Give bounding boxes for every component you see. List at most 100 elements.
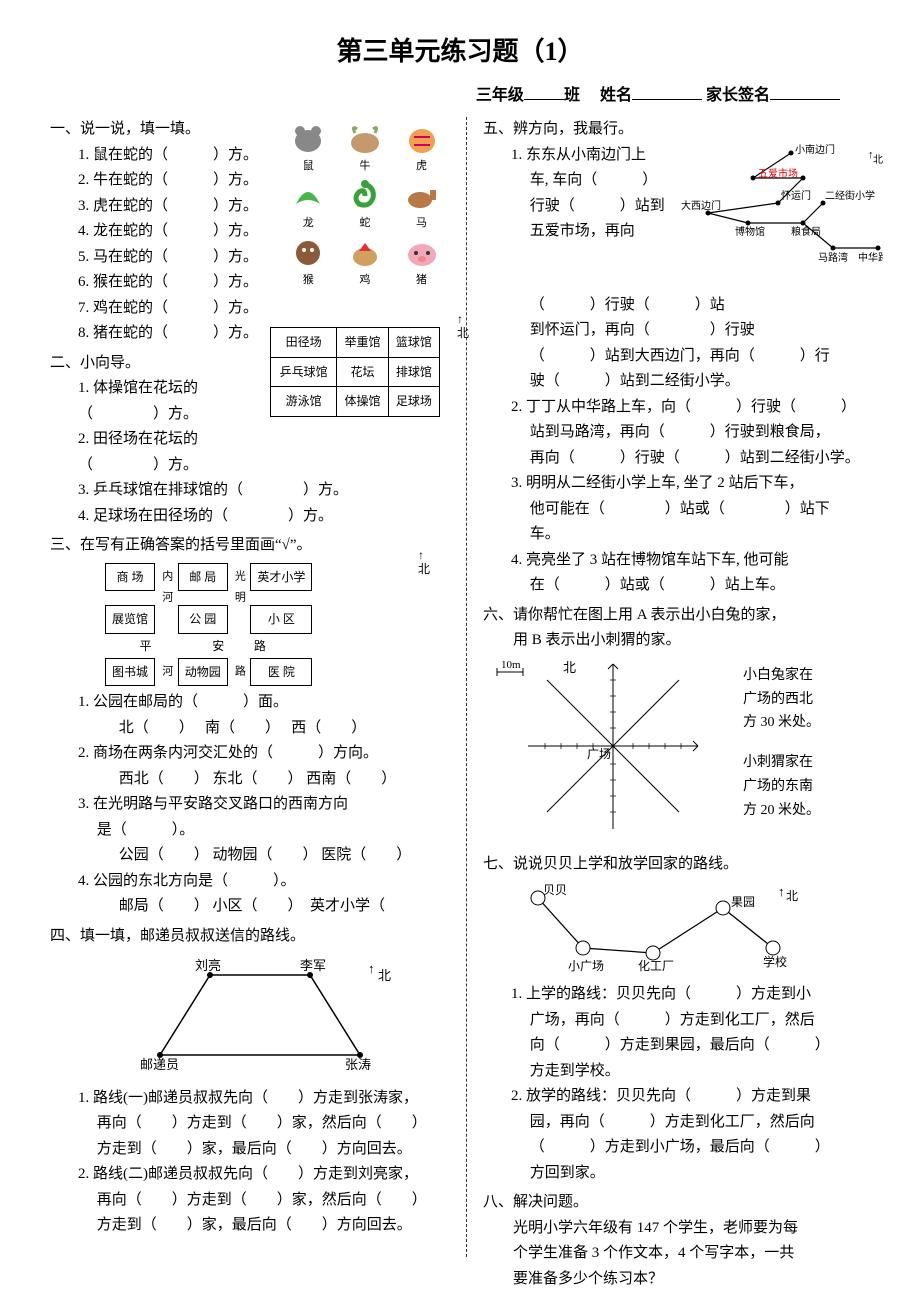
q8-item: 个学生准备 3 个作文本，4 个写字本，一共 <box>483 1241 883 1267</box>
svg-text:化工厂: 化工厂 <box>638 959 674 973</box>
svg-text:刘亮: 刘亮 <box>195 958 221 973</box>
q5-item: 行驶（ ）站到 <box>483 194 678 220</box>
q7-item: 园，再向（ ）方走到化工厂，然后向 <box>483 1110 883 1136</box>
q5-item: 车, 车向（ ） <box>483 168 678 194</box>
svg-text:北: 北 <box>563 660 576 675</box>
name-label: 姓名 <box>600 87 632 104</box>
q2-item: 3. 乒乓球馆在排球馆的（ ）方。 <box>50 478 450 504</box>
svg-text:北: 北 <box>786 889 798 903</box>
q7-item: 向（ ）方走到果园，最后向（ ） <box>483 1033 883 1059</box>
q7-item: 方走到学校。 <box>483 1059 883 1085</box>
svg-text:李军: 李军 <box>300 958 326 973</box>
svg-text:小南边门: 小南边门 <box>795 143 835 156</box>
q2-grid: ↑北 田径场举重馆篮球馆 乒乓球馆花坛排球馆 游泳馆体操馆足球场 <box>270 327 455 416</box>
q8: 八、解决问题。 光明小学六年级有 147 个学生，老师要为每 个学生准备 3 个… <box>483 1190 883 1292</box>
q5-item: 站到马路湾，再向（ ）行驶到粮食局， <box>483 420 883 446</box>
q3-head: 三、在写有正确答案的括号里面画“√”。 <box>50 533 450 559</box>
q7-item: 方回到家。 <box>483 1161 883 1187</box>
q5-item: 在（ ）站或（ ）站上车。 <box>483 573 883 599</box>
q3-item: 西北（ ） 东北（ ） 西南（ ） <box>50 767 450 793</box>
q6: 六、请你帮忙在图上用 A 表示出小白兔的家， 用 B 表示出小刺猬的家。 10m… <box>483 603 883 849</box>
svg-text:北: 北 <box>873 154 883 166</box>
svg-text:果园: 果园 <box>731 895 755 909</box>
q4-item: 方走到（ ）家，最后向（ ）方向回去。 <box>50 1213 450 1239</box>
svg-text:中华路: 中华路 <box>858 251 883 264</box>
q5-item: （ ）站到大西边门，再向（ ）行 <box>483 344 883 370</box>
q6-head2: 用 B 表示出小刺猬的家。 <box>483 628 883 654</box>
q5-item: （ ）行驶（ ）站 <box>483 293 883 319</box>
left-column: 一、说一说，填一填。 1. 鼠在蛇的（ ）方。 2. 牛在蛇的（ ）方。 3. … <box>50 117 450 1296</box>
q2-item: 2. 田径场在花坛的 <box>50 427 450 453</box>
class-suffix: 班 <box>564 87 580 104</box>
q7-item: 广场，再向（ ）方走到化工厂，然后 <box>483 1008 883 1034</box>
svg-text:广场: 广场 <box>587 747 611 761</box>
q4-item: 方走到（ ）家，最后向（ ）方向回去。 <box>50 1137 450 1163</box>
q2-item: 4. 足球场在田径场的（ ）方。 <box>50 504 450 530</box>
svg-text:粮食局: 粮食局 <box>791 225 821 238</box>
q4-head: 四、填一填，邮递员叔叔送信的路线。 <box>50 924 450 950</box>
q3-grid: ↑北 商 场内 邮 局光 英才小学 河明 展览馆 公 园 小 区 平安路 <box>105 563 450 687</box>
q6-head: 六、请你帮忙在图上用 A 表示出小白兔的家， <box>483 603 883 629</box>
svg-text:10m: 10m <box>501 659 521 671</box>
svg-text:张涛: 张涛 <box>345 1057 371 1070</box>
q5-item: 到怀运门，再向（ ）行驶 <box>483 318 883 344</box>
q3-item: 2. 商场在两条内河交汇处的（ ）方向。 <box>50 741 450 767</box>
q1: 一、说一说，填一填。 1. 鼠在蛇的（ ）方。 2. 牛在蛇的（ ）方。 3. … <box>50 117 450 347</box>
q3-item: 公园（ ） 动物园（ ） 医院（ ） <box>50 843 450 869</box>
svg-text:北: 北 <box>378 968 391 983</box>
right-column: 五、辨方向，我最行。 1. 东东从小南边门上 车, 车向（ ） 行驶（ ）站到 … <box>483 117 883 1296</box>
zodiac-grid-image: 鼠 牛 虎 龙 蛇 马 猴 鸡 猪 <box>280 119 450 289</box>
q2-item: （ ）方。 <box>50 453 450 479</box>
svg-text:学校: 学校 <box>763 954 787 969</box>
q4-item: 1. 路线(一)邮递员叔叔先向（ ）方走到张涛家， <box>50 1086 450 1112</box>
svg-text:二经街小学: 二经街小学 <box>825 189 875 202</box>
q7-diagram: 贝贝 小广场 化工厂 果园 学校 ↑北 <box>513 878 833 973</box>
q3-item: 是（ ）。 <box>50 818 450 844</box>
q4-item: 再向（ ）方走到（ ）家，然后向（ ） <box>50 1111 450 1137</box>
q5-map-diagram: 小南边门 五爱市场 怀运门 二经街小学 大西边门 博物馆 粮食局 马路湾 中华路… <box>673 143 883 273</box>
q5-item: 4. 亮亮坐了 3 站在博物馆车站下车, 他可能 <box>483 548 883 574</box>
svg-text:邮递员: 邮递员 <box>140 1057 179 1070</box>
svg-text:怀运门: 怀运门 <box>781 189 811 202</box>
q7: 七、说说贝贝上学和放学回家的路线。 贝贝 小广场 化工厂 果园 学校 ↑北 1.… <box>483 852 883 1186</box>
svg-text:五爱市场: 五爱市场 <box>758 167 798 180</box>
q3-item: 4. 公园的东北方向是（ ）。 <box>50 869 450 895</box>
q1-item: 7. 鸡在蛇的（ ）方。 <box>50 296 450 322</box>
q5-item: 车。 <box>483 522 883 548</box>
q3-item: 邮局（ ） 小区（ ） 英才小学（ <box>50 894 450 920</box>
q5-item: 五爱市场，再向 <box>483 219 678 245</box>
q4-diagram: 刘亮 李军 ↑ 北 邮递员 张涛 <box>50 955 450 1080</box>
q3-item: 3. 在光明路与平安路交叉路口的西南方向 <box>50 792 450 818</box>
q5-item: 2. 丁丁从中华路上车，向（ ）行驶（ ） <box>483 395 883 421</box>
svg-text:↑: ↑ <box>368 961 375 976</box>
svg-text:↑: ↑ <box>778 884 785 899</box>
q3-item: 1. 公园在邮局的（ ）面。 <box>50 690 450 716</box>
q5-item: 3. 明明从二经街小学上车, 坐了 2 站后下车， <box>483 471 883 497</box>
header-line: 三年级班 姓名 家长签名 <box>50 82 870 109</box>
q4-item: 2. 路线(二)邮递员叔叔先向（ ）方走到刘亮家， <box>50 1162 450 1188</box>
q5-head: 五、辨方向，我最行。 <box>483 117 883 143</box>
q7-item: 2. 放学的路线：贝贝先向（ ）方走到果 <box>483 1084 883 1110</box>
svg-text:马路湾: 马路湾 <box>818 251 848 264</box>
svg-text:贝贝: 贝贝 <box>543 883 567 897</box>
svg-text:博物馆: 博物馆 <box>735 225 765 238</box>
q3: 三、在写有正确答案的括号里面画“√”。 ↑北 商 场内 邮 局光 英才小学 河明… <box>50 533 450 920</box>
svg-text:大西边门: 大西边门 <box>681 199 721 212</box>
q6-text: 小白兔家在广场的西北方 30 米处。 小刺猬家在广场的东南方 20 米处。 <box>743 654 873 849</box>
q7-head: 七、说说贝贝上学和放学回家的路线。 <box>483 852 883 878</box>
q7-item: 1. 上学的路线：贝贝先向（ ）方走到小 <box>483 982 883 1008</box>
q3-item: 北（ ） 南（ ） 西（ ） <box>50 716 450 742</box>
sign-label: 家长签名 <box>706 87 770 104</box>
q5-item: 1. 东东从小南边门上 <box>483 143 678 169</box>
q7-item: （ ）方走到小广场，最后向（ ） <box>483 1135 883 1161</box>
q4-item: 再向（ ）方走到（ ）家，然后向（ ） <box>50 1188 450 1214</box>
q5-item: 再向（ ）行驶（ ）站到二经街小学。 <box>483 446 883 472</box>
q6-compass-diagram: 10m 北 广场 <box>483 654 743 839</box>
q8-head: 八、解决问题。 <box>483 1190 883 1216</box>
q4: 四、填一填，邮递员叔叔送信的路线。 刘亮 李军 ↑ 北 邮递员 张涛 1. 路线… <box>50 924 450 1239</box>
page-title: 第三单元练习题（1） <box>50 30 870 74</box>
column-divider <box>466 117 467 1257</box>
q5-item: 他可能在（ ）站或（ ）站下 <box>483 497 883 523</box>
q5-item: 驶（ ）站到二经街小学。 <box>483 369 883 395</box>
q8-item: 光明小学六年级有 147 个学生，老师要为每 <box>483 1216 883 1242</box>
